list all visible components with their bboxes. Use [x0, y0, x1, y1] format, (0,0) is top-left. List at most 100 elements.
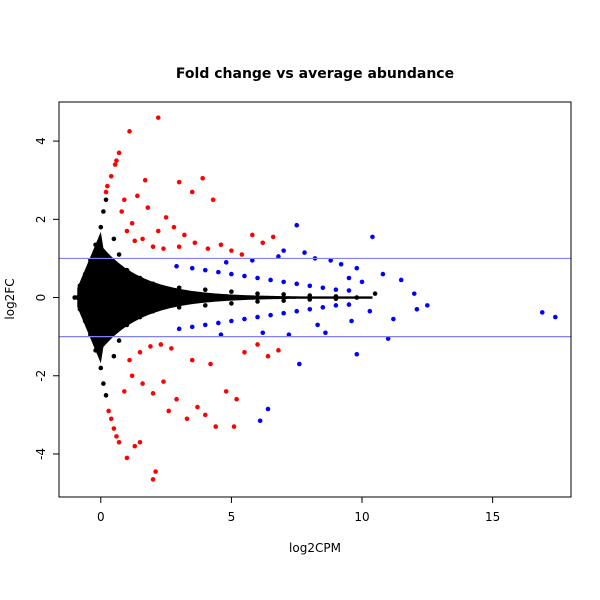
- data-point-not-significant-18: [111, 353, 117, 359]
- data-point-significant-small-fc-17: [216, 320, 221, 326]
- data-point-significant-large-fc-31: [124, 228, 130, 234]
- data-point-significant-small-fc-36: [370, 234, 375, 240]
- data-point-significant-large-fc-56: [234, 396, 239, 402]
- data-point-not-significant-22: [124, 322, 130, 328]
- data-point-significant-large-fc-54: [213, 424, 219, 429]
- data-point-significant-small-fc-2: [202, 267, 208, 273]
- data-point-not-significant-26: [150, 308, 156, 314]
- data-point-significant-large-fc-3: [112, 162, 118, 167]
- data-point-significant-small-fc-39: [411, 291, 417, 296]
- data-point-significant-small-fc-1: [189, 265, 195, 271]
- data-point-significant-large-fc-7: [155, 115, 161, 120]
- data-point-significant-small-fc-20: [255, 314, 260, 320]
- data-point-significant-large-fc-4: [114, 158, 119, 163]
- data-point-not-significant-1: [77, 283, 83, 289]
- data-point-not-significant-28: [176, 305, 182, 310]
- data-point-not-significant-38: [307, 297, 313, 302]
- data-point-significant-large-fc-21: [210, 197, 216, 203]
- data-point-not-significant-31: [229, 289, 234, 294]
- data-point-significant-large-fc-19: [189, 189, 195, 195]
- data-point-not-significant-5: [88, 258, 93, 263]
- data-point-not-significant-20: [116, 338, 122, 343]
- data-point-significant-small-fc-50: [286, 332, 292, 337]
- y-tick-label-1: -2: [34, 370, 48, 382]
- data-point-not-significant-4: [82, 318, 88, 324]
- data-point-significant-large-fc-24: [163, 215, 169, 220]
- data-point-not-significant-42: [372, 291, 378, 296]
- data-point-significant-large-fc-63: [122, 197, 127, 203]
- data-point-significant-large-fc-32: [132, 238, 138, 244]
- data-point-significant-large-fc-49: [161, 379, 166, 384]
- data-point-significant-small-fc-30: [276, 254, 281, 259]
- data-point-not-significant-11: [101, 209, 106, 214]
- data-point-not-significant-8: [93, 348, 98, 353]
- data-point-not-significant-21: [124, 267, 130, 273]
- data-point-significant-small-fc-10: [307, 283, 313, 289]
- data-point-not-significant-6: [88, 332, 93, 337]
- data-point-not-significant-24: [137, 314, 143, 320]
- data-point-significant-large-fc-11: [114, 434, 119, 439]
- data-point-significant-large-fc-17: [137, 439, 143, 445]
- data-point-significant-large-fc-23: [145, 205, 151, 210]
- data-point-significant-small-fc-59: [346, 275, 352, 281]
- data-point-significant-large-fc-42: [137, 349, 143, 355]
- data-point-significant-large-fc-18: [176, 179, 182, 185]
- data-point-not-significant-29: [202, 287, 208, 293]
- data-point-significant-large-fc-53: [202, 412, 208, 418]
- data-point-significant-large-fc-41: [127, 357, 132, 363]
- data-point-significant-large-fc-35: [218, 242, 224, 248]
- data-point-significant-small-fc-42: [391, 316, 396, 322]
- data-point-significant-small-fc-60: [349, 318, 354, 324]
- x-tick-label-0: 0: [97, 510, 105, 524]
- data-point-significant-large-fc-26: [182, 232, 187, 238]
- data-point-not-significant-27: [176, 285, 182, 291]
- data-point-significant-small-fc-53: [539, 310, 545, 315]
- chart-title: Fold change vs average abundance: [176, 66, 454, 82]
- x-tick-label-3: 15: [485, 510, 500, 524]
- data-point-significant-large-fc-39: [260, 240, 266, 246]
- data-point-significant-large-fc-44: [158, 342, 164, 347]
- data-point-significant-large-fc-58: [255, 342, 260, 347]
- data-point-significant-large-fc-40: [270, 234, 276, 240]
- data-point-significant-small-fc-11: [320, 285, 326, 291]
- data-point-not-significant-2: [77, 306, 83, 312]
- data-point-significant-large-fc-55: [223, 389, 229, 394]
- x-tick-label-1: 5: [228, 510, 236, 524]
- data-point-significant-large-fc-66: [166, 408, 172, 414]
- data-point-significant-large-fc-13: [124, 455, 130, 461]
- data-point-significant-small-fc-19: [242, 316, 247, 322]
- data-point-significant-large-fc-47: [140, 381, 145, 386]
- data-point-not-significant-19: [116, 252, 122, 257]
- data-point-significant-large-fc-52: [195, 404, 200, 410]
- data-point-not-significant-43: [74, 295, 80, 300]
- data-point-significant-small-fc-49: [257, 418, 263, 424]
- data-point-significant-small-fc-23: [294, 308, 300, 314]
- data-point-not-significant-36: [281, 298, 286, 303]
- data-point-significant-small-fc-46: [315, 322, 320, 328]
- data-point-significant-small-fc-8: [281, 279, 286, 285]
- data-point-significant-large-fc-64: [142, 177, 148, 183]
- data-point-significant-large-fc-67: [189, 357, 195, 363]
- data-point-not-significant-13: [103, 197, 109, 203]
- x-axis-label: log2CPM: [289, 541, 341, 555]
- data-point-not-significant-25: [150, 281, 156, 287]
- data-point-significant-small-fc-31: [302, 250, 307, 255]
- data-point-significant-small-fc-16: [202, 322, 208, 328]
- data-point-significant-large-fc-46: [129, 373, 135, 379]
- data-point-significant-large-fc-29: [150, 244, 156, 250]
- data-point-significant-large-fc-68: [208, 361, 213, 367]
- data-point-significant-large-fc-12: [116, 439, 122, 445]
- data-point-not-significant-30: [202, 303, 208, 308]
- x-tick-label-2: 10: [354, 510, 369, 524]
- data-point-significant-large-fc-33: [192, 240, 198, 246]
- y-tick-label-2: 0: [34, 294, 48, 302]
- data-point-significant-large-fc-22: [135, 193, 140, 199]
- plot-area: [59, 115, 571, 482]
- y-tick-label-0: -4: [34, 448, 48, 460]
- data-point-significant-large-fc-16: [132, 443, 138, 449]
- data-point-significant-small-fc-4: [229, 271, 234, 277]
- data-point-significant-small-fc-3: [216, 269, 221, 275]
- data-point-significant-small-fc-37: [380, 271, 386, 277]
- data-point-significant-large-fc-6: [127, 129, 132, 134]
